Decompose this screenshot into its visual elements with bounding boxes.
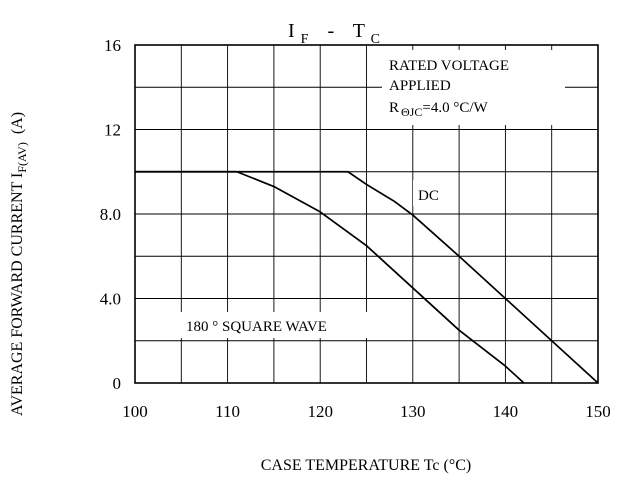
y-tick-label: 4.0 [100, 290, 121, 309]
y-tick-label: 12 [104, 121, 121, 140]
x-tick-label: 130 [400, 402, 426, 421]
y-tick-label: 16 [104, 36, 121, 55]
rated-voltage-text: RATED VOLTAGE [389, 58, 509, 74]
x-tick-label: 100 [122, 402, 148, 421]
y-tick-labels: 0 4.0 8.0 12 16 [100, 36, 121, 393]
x-tick-label: 150 [585, 402, 611, 421]
y-tick-label: 8.0 [100, 205, 121, 224]
x-tick-label: 120 [307, 402, 333, 421]
applied-text: APPLIED [389, 78, 451, 94]
chart-title: I F - T C [288, 20, 380, 48]
x-tick-labels: 100 110 120 130 140 150 [122, 402, 611, 421]
x-tick-label: 140 [493, 402, 519, 421]
dc-label: DC [418, 188, 439, 204]
square-wave-curve [135, 172, 524, 383]
x-axis-label: CASE TEMPERATURE Tc (°C) [261, 457, 471, 474]
y-tick-label: 0 [113, 374, 122, 393]
square-wave-label: 180 ° SQUARE WAVE [186, 319, 327, 335]
x-tick-label: 110 [215, 402, 240, 421]
y-axis-label: AVERAGE FORWARD CURRENT IF(AV)(A) [9, 112, 29, 416]
